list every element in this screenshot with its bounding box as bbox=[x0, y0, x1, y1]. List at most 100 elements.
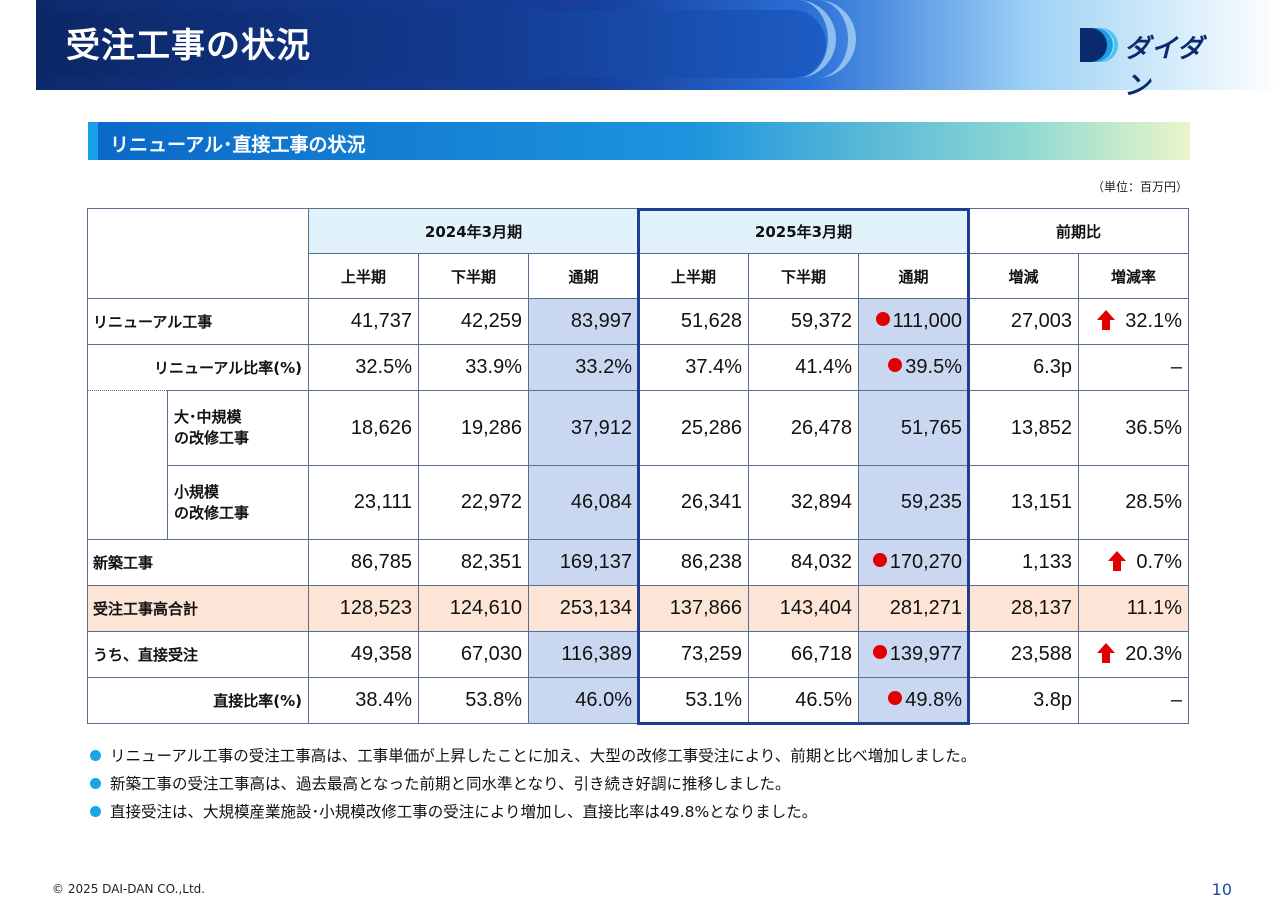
cell-text: 20.3% bbox=[1125, 643, 1182, 665]
cell-value: 20.3% bbox=[1078, 631, 1189, 678]
cell-value: 13,151 bbox=[968, 465, 1079, 540]
cell-value: – bbox=[1078, 677, 1189, 724]
cell-value: 28.5% bbox=[1078, 465, 1189, 540]
cell-text: 39.5% bbox=[905, 356, 962, 378]
header-fy2025: 2025年3月期 bbox=[638, 208, 969, 254]
row-label: 直接比率(%) bbox=[87, 677, 309, 724]
up-arrow-icon bbox=[1097, 310, 1116, 330]
row-label: 受注工事高合計 bbox=[87, 585, 309, 632]
table-row: 新築工事 86,785 82,351 169,137 86,238 84,032… bbox=[87, 539, 1189, 586]
cell-value: 86,785 bbox=[308, 539, 419, 586]
notes-list: リニューアル工事の受注工事高は、工事単価が上昇したことに加え、大型の改修工事受注… bbox=[90, 742, 976, 826]
cell-value: 6.3p bbox=[968, 344, 1079, 391]
logo-text: ダイダン bbox=[1124, 34, 1204, 101]
note-item: 新築工事の受注工事高は、過去最高となった前期と同水準となり、引き続き好調に推移し… bbox=[90, 770, 976, 798]
cell-value: 41.4% bbox=[748, 344, 859, 391]
cell-value: 32.1% bbox=[1078, 298, 1189, 345]
cell-value: 37,912 bbox=[528, 390, 639, 466]
cell-value: 111,000 bbox=[858, 298, 969, 345]
cell-value: 49.8% bbox=[858, 677, 969, 724]
cell-value: 116,389 bbox=[528, 631, 639, 678]
cell-value: 46.0% bbox=[528, 677, 639, 724]
company-logo: ダイダン bbox=[1078, 24, 1220, 101]
cell-value: 59,235 bbox=[858, 465, 969, 540]
section-title-bar: リニューアル･直接工事の状況 bbox=[88, 122, 1190, 160]
record-dot-icon bbox=[875, 312, 890, 326]
subheader-full: 通期 bbox=[858, 253, 969, 299]
logo-mark-icon bbox=[1080, 28, 1118, 62]
cell-value: 46.5% bbox=[748, 677, 859, 724]
cell-value: 170,270 bbox=[858, 539, 969, 586]
cell-value: 1,133 bbox=[968, 539, 1079, 586]
cell-value: 37.4% bbox=[638, 344, 749, 391]
cell-value: 33.2% bbox=[528, 344, 639, 391]
cell-value: 124,610 bbox=[418, 585, 529, 632]
table-row: リニューアル比率(%) 32.5% 33.9% 33.2% 37.4% 41.4… bbox=[87, 344, 1189, 391]
cell-value: 53.8% bbox=[418, 677, 529, 724]
cell-value: 18,626 bbox=[308, 390, 419, 466]
cell-value: 38.4% bbox=[308, 677, 419, 724]
cell-value: 66,718 bbox=[748, 631, 859, 678]
cell-value: – bbox=[1078, 344, 1189, 391]
table-row: うち、直接受注 49,358 67,030 116,389 73,259 66,… bbox=[87, 631, 1189, 678]
subheader-full: 通期 bbox=[528, 253, 639, 299]
cell-value: 82,351 bbox=[418, 539, 529, 586]
cell-value: 169,137 bbox=[528, 539, 639, 586]
up-arrow-icon bbox=[1108, 551, 1127, 571]
cell-value: 86,238 bbox=[638, 539, 749, 586]
cell-value: 22,972 bbox=[418, 465, 529, 540]
row-label-line1: 小規模 bbox=[174, 482, 220, 501]
header-yoy: 前期比 bbox=[968, 208, 1189, 254]
cell-value: 51,628 bbox=[638, 298, 749, 345]
row-label: うち、直接受注 bbox=[87, 631, 309, 678]
cell-value: 26,478 bbox=[748, 390, 859, 466]
cell-text: 32.1% bbox=[1125, 310, 1182, 332]
table-corner bbox=[87, 208, 309, 299]
cell-text: 111,000 bbox=[892, 310, 962, 332]
record-dot-icon bbox=[872, 553, 887, 567]
row-label-line1: 大･中規模 bbox=[174, 408, 242, 426]
header-fy2024: 2024年3月期 bbox=[308, 208, 639, 254]
record-dot-icon bbox=[888, 358, 903, 372]
cell-value: 139,977 bbox=[858, 631, 969, 678]
cell-value: 59,372 bbox=[748, 298, 859, 345]
subheader-h1: 上半期 bbox=[638, 253, 749, 299]
cell-value: 41,737 bbox=[308, 298, 419, 345]
table-row: リニューアル工事 41,737 42,259 83,997 51,628 59,… bbox=[87, 298, 1189, 345]
cell-value: 11.1% bbox=[1078, 585, 1189, 632]
row-label-line2: の改修工事 bbox=[174, 503, 250, 522]
record-dot-icon bbox=[872, 645, 887, 659]
cell-text: 0.7% bbox=[1136, 551, 1182, 573]
cell-value: 0.7% bbox=[1078, 539, 1189, 586]
row-label: リニューアル比率(%) bbox=[87, 344, 309, 391]
table-row: 小規模 の改修工事 23,111 22,972 46,084 26,341 32,… bbox=[88, 465, 1189, 540]
cell-text: 49.8% bbox=[905, 689, 962, 711]
cell-value: 83,997 bbox=[528, 298, 639, 345]
cell-value: 51,765 bbox=[858, 390, 969, 466]
header-arc-decoration bbox=[796, 0, 856, 78]
cell-value: 143,404 bbox=[748, 585, 859, 632]
cell-value: 32.5% bbox=[308, 344, 419, 391]
table-row: 直接比率(%) 38.4% 53.8% 46.0% 53.1% 46.5% 49… bbox=[87, 677, 1189, 724]
subheader-h2: 下半期 bbox=[748, 253, 859, 299]
cell-value: 128,523 bbox=[308, 585, 419, 632]
table-row-total: 受注工事高合計 128,523 124,610 253,134 137,866 … bbox=[87, 585, 1189, 632]
cell-text: 170,270 bbox=[889, 551, 962, 573]
cell-value: 3.8p bbox=[968, 677, 1079, 724]
cell-value: 25,286 bbox=[638, 390, 749, 466]
header-band bbox=[36, 10, 826, 78]
row-label: 新築工事 bbox=[87, 539, 309, 586]
cell-value: 137,866 bbox=[638, 585, 749, 632]
cell-value: 281,271 bbox=[858, 585, 969, 632]
cell-value: 84,032 bbox=[748, 539, 859, 586]
cell-value: 13,852 bbox=[968, 390, 1079, 466]
cell-value: 23,111 bbox=[308, 465, 419, 540]
subheader-h2: 下半期 bbox=[418, 253, 529, 299]
subheader-h1: 上半期 bbox=[308, 253, 419, 299]
orders-table: 2024年3月期 2025年3月期 前期比 上半期 下半期 通期 上半期 下半期… bbox=[87, 208, 1189, 724]
table-row: 大･中規模 の改修工事 18,626 19,286 37,912 25,286 2… bbox=[87, 390, 1189, 540]
row-label: リニューアル工事 bbox=[87, 298, 309, 345]
note-item: リニューアル工事の受注工事高は、工事単価が上昇したことに加え、大型の改修工事受注… bbox=[90, 742, 976, 770]
cell-value: 36.5% bbox=[1078, 390, 1189, 466]
row-label: 大･中規模 の改修工事 bbox=[167, 390, 309, 466]
